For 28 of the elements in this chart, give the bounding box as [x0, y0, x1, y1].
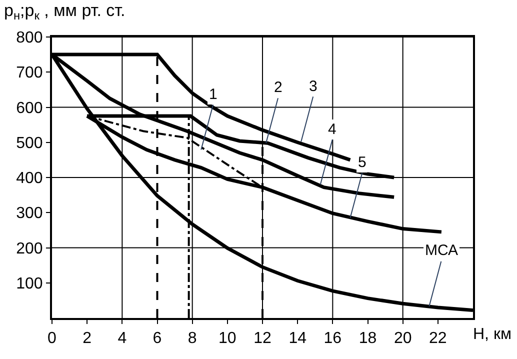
annotation: 1 — [209, 86, 218, 103]
x-tick-label: 8 — [188, 330, 197, 348]
y-tick-label: 400 — [16, 170, 43, 188]
x-tick-label: 4 — [118, 330, 127, 348]
x-tick-label: 12 — [254, 330, 272, 348]
x-tick-label: 2 — [82, 330, 92, 348]
x-tick-label: 22 — [429, 330, 447, 348]
y-tick-label: 300 — [16, 205, 43, 222]
x-tick-label: 6 — [152, 330, 162, 348]
annotation: 2 — [274, 79, 282, 96]
y-tick-label: 800 — [16, 30, 43, 47]
x-tick-label: 14 — [288, 330, 307, 348]
x-tick-label: 0 — [48, 330, 57, 348]
y-axis-title: p$_{н}$;p$_{к}$ , мм рт. ст. — [4, 1, 126, 23]
annotation: 4 — [328, 121, 336, 138]
y-tick-label: 600 — [16, 100, 43, 117]
x-tick-label: 16 — [324, 330, 342, 348]
x-tick-label: 20 — [394, 330, 412, 348]
y-tick-label: 500 — [16, 134, 43, 152]
annotation: 3 — [309, 78, 318, 95]
y-tick-label: 200 — [16, 240, 43, 258]
x-tick-label: 18 — [358, 330, 377, 348]
y-tick-label: 100 — [16, 275, 43, 292]
y-tick-label: 700 — [16, 64, 43, 82]
x-axis-title: H, км — [473, 326, 512, 343]
annotation: 5 — [358, 154, 366, 171]
annotation: МСА — [425, 242, 458, 259]
x-tick-label: 10 — [218, 330, 236, 348]
